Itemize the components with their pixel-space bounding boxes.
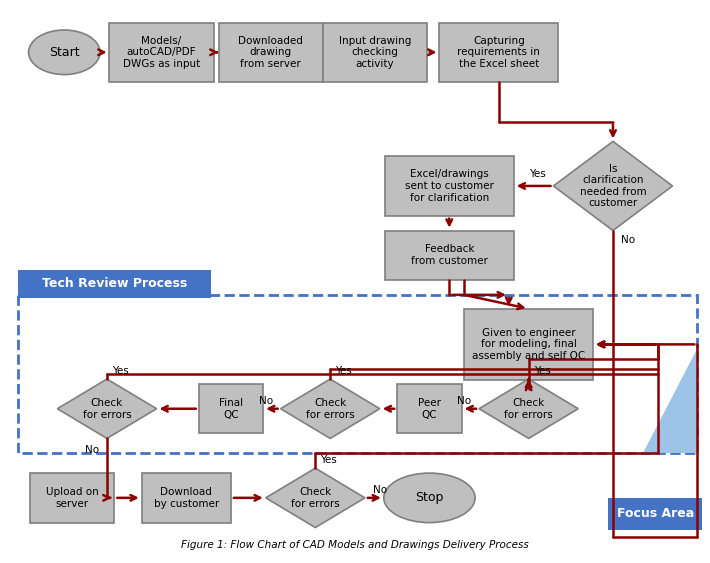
Polygon shape bbox=[553, 141, 672, 230]
FancyBboxPatch shape bbox=[397, 384, 462, 434]
Text: Given to engineer
for modeling, final
assembly and self QC: Given to engineer for modeling, final as… bbox=[472, 328, 585, 361]
Polygon shape bbox=[58, 379, 157, 439]
FancyBboxPatch shape bbox=[142, 473, 231, 522]
Polygon shape bbox=[479, 379, 578, 439]
Text: Focus Area: Focus Area bbox=[616, 507, 694, 520]
Text: Check
for errors: Check for errors bbox=[306, 398, 354, 419]
Text: Downloaded
drawing
from server: Downloaded drawing from server bbox=[239, 35, 303, 69]
Text: Peer
QC: Peer QC bbox=[418, 398, 441, 419]
Text: Yes: Yes bbox=[529, 169, 545, 179]
Text: Excel/drawings
sent to customer
for clarification: Excel/drawings sent to customer for clar… bbox=[405, 169, 493, 203]
Text: Figure 1: Flow Chart of CAD Models and Drawings Delivery Process: Figure 1: Flow Chart of CAD Models and D… bbox=[181, 540, 529, 551]
Polygon shape bbox=[643, 349, 697, 453]
Polygon shape bbox=[280, 379, 380, 439]
FancyBboxPatch shape bbox=[199, 384, 263, 434]
FancyBboxPatch shape bbox=[30, 473, 114, 522]
FancyBboxPatch shape bbox=[608, 498, 702, 530]
FancyBboxPatch shape bbox=[385, 230, 514, 280]
Text: Download
by customer: Download by customer bbox=[153, 487, 219, 508]
FancyBboxPatch shape bbox=[464, 309, 593, 380]
Text: Models/
autoCAD/PDF
DWGs as input: Models/ autoCAD/PDF DWGs as input bbox=[123, 35, 200, 69]
Text: Tech Review Process: Tech Review Process bbox=[42, 278, 187, 291]
Text: Upload on
server: Upload on server bbox=[46, 487, 99, 508]
Text: Yes: Yes bbox=[320, 455, 337, 465]
Ellipse shape bbox=[28, 30, 100, 74]
Text: Feedback
from customer: Feedback from customer bbox=[411, 244, 488, 266]
Text: No: No bbox=[258, 396, 273, 406]
Text: No: No bbox=[373, 485, 387, 495]
Ellipse shape bbox=[384, 473, 475, 522]
Text: Is
clarification
needed from
customer: Is clarification needed from customer bbox=[579, 164, 646, 208]
Text: Check
for errors: Check for errors bbox=[82, 398, 131, 419]
Text: Stop: Stop bbox=[415, 491, 444, 504]
Text: Input drawing
checking
activity: Input drawing checking activity bbox=[339, 35, 411, 69]
Text: No: No bbox=[85, 445, 99, 455]
Text: No: No bbox=[621, 235, 635, 245]
Text: Capturing
requirements in
the Excel sheet: Capturing requirements in the Excel shee… bbox=[457, 35, 540, 69]
Text: Start: Start bbox=[49, 46, 80, 59]
Text: Yes: Yes bbox=[534, 366, 550, 376]
Text: Yes: Yes bbox=[335, 366, 352, 376]
Text: Check
for errors: Check for errors bbox=[291, 487, 339, 508]
Text: Final
QC: Final QC bbox=[219, 398, 243, 419]
FancyBboxPatch shape bbox=[219, 23, 323, 82]
Text: Check
for errors: Check for errors bbox=[504, 398, 553, 419]
FancyBboxPatch shape bbox=[18, 270, 211, 298]
Text: Yes: Yes bbox=[112, 366, 129, 376]
FancyBboxPatch shape bbox=[323, 23, 427, 82]
FancyBboxPatch shape bbox=[109, 23, 214, 82]
Text: No: No bbox=[457, 396, 471, 406]
FancyBboxPatch shape bbox=[385, 157, 514, 216]
FancyBboxPatch shape bbox=[439, 23, 558, 82]
Polygon shape bbox=[266, 468, 365, 528]
